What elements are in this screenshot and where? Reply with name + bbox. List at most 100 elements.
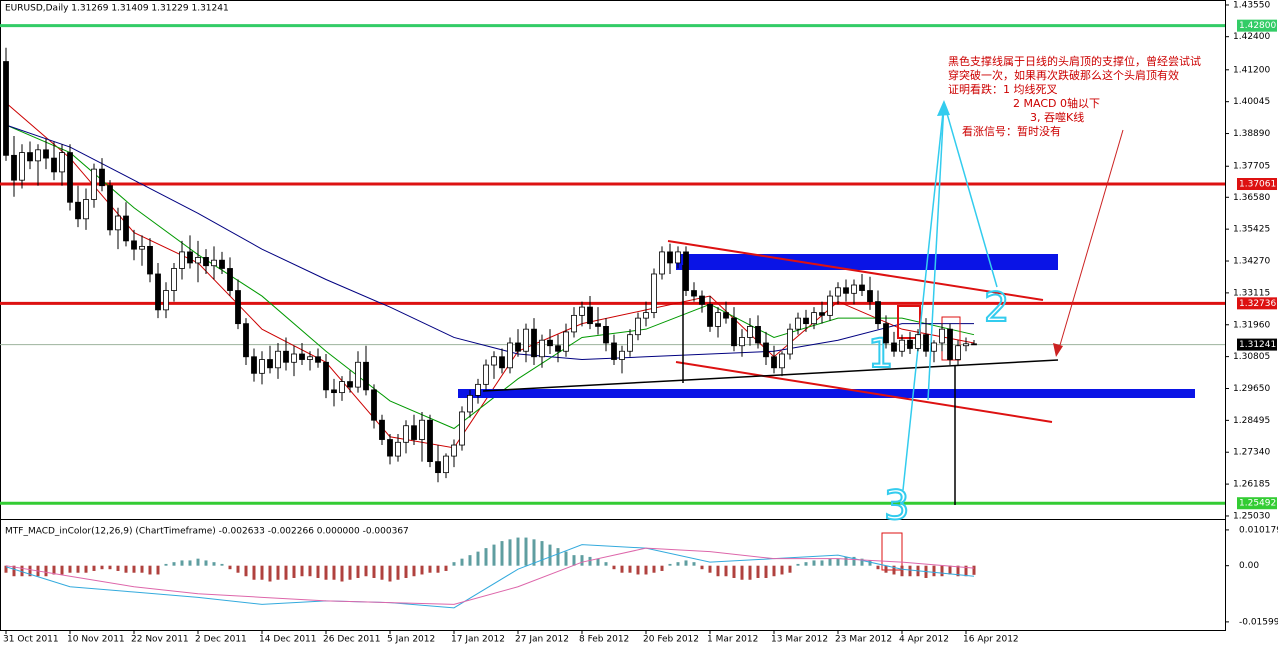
macd-bar — [220, 563, 224, 566]
candle-body — [835, 287, 841, 297]
trend-line — [667, 240, 1044, 301]
macd-bar — [892, 565, 896, 575]
candle-body — [227, 268, 233, 291]
level-label-box — [1237, 19, 1277, 32]
macd-bar — [476, 551, 480, 566]
candle-body — [555, 345, 561, 352]
macd-bar — [148, 565, 152, 575]
macd-bar — [660, 565, 664, 571]
macd-bar — [12, 565, 16, 577]
candle-body — [147, 245, 153, 275]
macd-bar — [444, 565, 448, 571]
candle-body — [603, 326, 609, 344]
candle-body — [27, 152, 33, 162]
macd-bar — [60, 565, 64, 575]
candle-body — [731, 317, 737, 347]
note: 看涨信号：暂时没有 — [962, 124, 1061, 138]
y-tick-label: 1.28495 — [1233, 416, 1270, 426]
candle-body — [219, 259, 225, 269]
macd-tick-label: 0.00 — [1239, 561, 1259, 571]
macd-bar — [412, 565, 416, 577]
macd-bar — [708, 565, 712, 573]
candle-body — [91, 168, 97, 200]
macd-bar — [28, 565, 32, 577]
macd-tick-label: -0.01599 — [1239, 617, 1278, 627]
macd-bar — [964, 565, 968, 577]
candle-body — [131, 240, 137, 250]
macd-title: MTF_MACD_inColor(12,26,9) (ChartTimefram… — [5, 527, 409, 537]
candle-body — [947, 328, 953, 360]
candle-body — [939, 328, 945, 344]
macd-bar — [4, 565, 8, 573]
macd-bar — [348, 565, 352, 580]
candle-body — [683, 251, 689, 291]
candle-body — [11, 154, 17, 181]
candle-body — [99, 168, 105, 187]
candle-body — [891, 342, 897, 352]
macd-bar — [140, 565, 144, 573]
y-tick-label: 1.26185 — [1233, 480, 1270, 490]
macd-bar — [276, 565, 280, 580]
macd-bar — [836, 558, 840, 566]
candle-body — [475, 383, 481, 396]
candle-body — [259, 359, 265, 374]
macd-bar — [308, 565, 312, 577]
y-tick-label: 1.30805 — [1233, 352, 1270, 362]
candle-body — [851, 284, 857, 294]
macd-bar — [868, 560, 872, 566]
x-tick-label: 13 Mar 2012 — [771, 635, 828, 645]
macd-bar — [284, 565, 288, 580]
macd-bar — [628, 565, 632, 573]
macd-bar — [420, 565, 424, 575]
candle-body — [755, 326, 761, 344]
macd-bar — [668, 563, 672, 566]
level-label-box — [1237, 178, 1277, 191]
macd-bar — [100, 565, 104, 570]
macd-bar — [828, 558, 832, 566]
candle-body — [139, 245, 145, 250]
candle-body — [587, 306, 593, 325]
macd-bar — [604, 562, 608, 566]
candle-body — [75, 201, 81, 220]
macd-bar — [92, 565, 96, 571]
y-tick-label: 1.38890 — [1233, 129, 1270, 139]
candle-body — [723, 312, 729, 319]
candle-body — [411, 425, 417, 440]
level-label-box — [1237, 297, 1277, 310]
candle-body — [267, 359, 273, 369]
candle-body — [243, 323, 249, 358]
neckline — [482, 359, 1059, 392]
candle-body — [179, 251, 185, 269]
x-tick-label: 31 Oct 2011 — [3, 635, 59, 645]
candle-body — [571, 314, 577, 333]
candle-body — [43, 149, 49, 159]
macd-bar — [508, 539, 512, 566]
macd-bar — [524, 537, 528, 566]
macd-bar — [564, 551, 568, 566]
macd-bar — [396, 565, 400, 580]
note: 黑色支撑线属于日线的头肩顶的支撑位，曾经尝试试 — [948, 54, 1201, 68]
frame — [0, 0, 1226, 631]
macd-bar — [156, 565, 160, 575]
candle-body — [499, 356, 505, 369]
macd-bar — [908, 565, 912, 577]
candle-body — [379, 419, 385, 440]
candle-body — [123, 215, 129, 242]
zone — [458, 389, 1195, 398]
macd-bar — [116, 565, 120, 571]
macd-bar — [244, 565, 248, 577]
note: 2 MACD 0轴以下 — [1013, 96, 1100, 110]
candle-body — [115, 215, 121, 231]
note: 证明看跌：1 均线死叉 — [948, 82, 1058, 96]
candle-body — [691, 290, 697, 297]
highlight-box — [881, 532, 903, 571]
macd-bar — [428, 565, 432, 573]
macd-bar — [292, 565, 296, 578]
candle-body — [163, 290, 169, 311]
candle-body — [787, 328, 793, 355]
macd-bar — [748, 565, 752, 580]
candle-body — [955, 345, 961, 360]
candle-body — [747, 326, 753, 338]
macd-bar — [684, 560, 688, 566]
candle-body — [595, 323, 601, 327]
